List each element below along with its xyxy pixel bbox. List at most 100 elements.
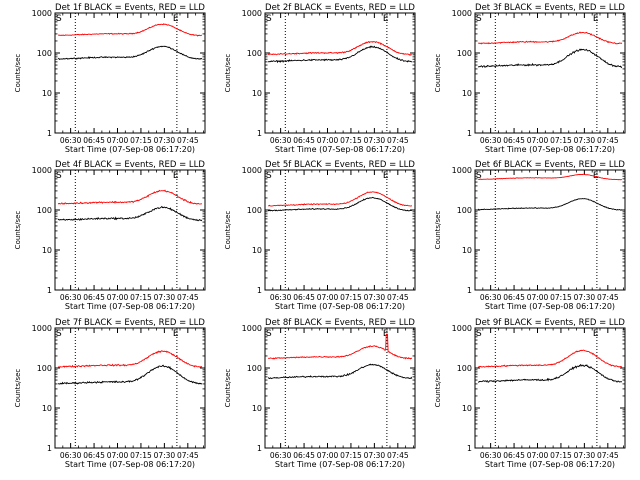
y-tick-label: 10 [42, 404, 52, 413]
panel-det-4: Det 4f BLACK = Events, RED = LLD 1 10 100 10… [14, 160, 206, 311]
x-tick-label: 07:00 [107, 451, 129, 460]
panel-title: Det 3f BLACK = Events, RED = LLD [475, 3, 625, 13]
x-tick-label: 06:45 [293, 136, 315, 145]
y-axis-label: Counts/sec [224, 369, 232, 408]
y-axis-label: Counts/sec [434, 369, 442, 408]
x-axis-title: Start Time (07-Sep-08 06:17:20) [485, 145, 615, 154]
series-lld-line [57, 23, 203, 37]
marker-s-label: S [266, 14, 272, 24]
panel-title: Det 1f BLACK = Events, RED = LLD [55, 3, 205, 13]
x-tick-label: 07:45 [387, 293, 409, 302]
marker-s-label: S [266, 171, 272, 181]
series-events-line [57, 364, 203, 385]
x-tick-label: 07:00 [107, 136, 129, 145]
x-axis-title: Start Time (07-Sep-08 06:17:20) [485, 460, 615, 469]
panel-det-5: Det 5f BLACK = Events, RED = LLD 1 10 100 10… [224, 160, 416, 311]
plot-frame [54, 327, 206, 449]
x-tick-label: 07:30 [154, 293, 176, 302]
x-tick-label: 07:15 [340, 136, 362, 145]
y-tick-label: 1 [47, 286, 52, 295]
panel-det-9: Det 9f BLACK = Events, RED = LLD 1 10 100 10… [434, 318, 626, 469]
y-axis-label: Counts/sec [224, 54, 232, 93]
y-tick-label: 1000 [452, 9, 472, 18]
x-tick-label: 07:45 [597, 293, 619, 302]
x-tick-label: 06:30 [60, 293, 82, 302]
marker-e-label: E [173, 14, 179, 24]
y-axis-label: Counts/sec [14, 369, 22, 408]
panel-title: Det 9f BLACK = Events, RED = LLD [475, 318, 625, 328]
x-tick-label: 07:45 [597, 136, 619, 145]
series-lld-line [267, 40, 412, 56]
plot-frame [474, 327, 626, 449]
x-tick-label: 07:15 [550, 136, 572, 145]
y-axis-label: Counts/sec [434, 211, 442, 250]
y-tick-label: 1 [257, 444, 262, 453]
x-tick-label: 07:45 [177, 136, 199, 145]
panel-det-2: Det 2f BLACK = Events, RED = LLD 1 10 100 10… [224, 3, 416, 154]
series-lld-line [267, 191, 413, 207]
y-tick-label: 10 [252, 89, 262, 98]
series-events-line [267, 363, 413, 380]
y-tick-label: 1 [257, 286, 262, 295]
plot-frame [264, 169, 416, 291]
x-tick-label: 07:00 [317, 451, 339, 460]
x-axis-title: Start Time (07-Sep-08 06:17:20) [65, 145, 195, 154]
x-tick-label: 07:30 [364, 451, 386, 460]
marker-e-label: E [593, 171, 599, 181]
marker-e-label: E [173, 171, 179, 181]
x-tick-label: 07:00 [527, 136, 549, 145]
marker-e-label: E [383, 14, 389, 24]
panel-det-8: Det 8f BLACK = Events, RED = LLD 1 10 100 10… [224, 318, 416, 469]
y-tick-label: 1000 [452, 166, 472, 175]
y-tick-label: 1 [467, 286, 472, 295]
y-tick-label: 100 [457, 206, 472, 215]
x-axis-title: Start Time (07-Sep-08 06:17:20) [485, 302, 615, 311]
x-tick-label: 07:45 [177, 293, 199, 302]
marker-e-label: E [173, 329, 179, 339]
x-tick-label: 06:45 [83, 136, 105, 145]
y-tick-label: 100 [37, 49, 52, 58]
x-axis-title: Start Time (07-Sep-08 06:17:20) [275, 302, 405, 311]
y-axis-label: Counts/sec [434, 54, 442, 93]
y-tick-label: 1000 [32, 9, 52, 18]
x-tick-label: 07:15 [550, 293, 572, 302]
y-tick-label: 1 [467, 444, 472, 453]
x-tick-label: 07:45 [387, 451, 409, 460]
plot-frame [264, 327, 416, 449]
panel-det-6: Det 6f BLACK = Events, RED = LLD 1 10 100 10… [434, 160, 626, 311]
y-tick-label: 10 [462, 246, 472, 255]
marker-e-label: E [593, 14, 599, 24]
plot-frame [54, 169, 206, 291]
marker-s-label: S [476, 171, 482, 181]
x-tick-label: 07:15 [130, 451, 152, 460]
x-tick-label: 07:45 [597, 451, 619, 460]
series-lld-line [477, 349, 623, 368]
panel-title: Det 7f BLACK = Events, RED = LLD [55, 318, 205, 328]
y-tick-label: 1 [47, 444, 52, 453]
y-tick-label: 100 [37, 364, 52, 373]
x-tick-label: 07:45 [177, 451, 199, 460]
series-events-line [58, 45, 203, 61]
panel-title: Det 2f BLACK = Events, RED = LLD [265, 3, 415, 13]
y-tick-label: 1000 [32, 324, 52, 333]
series-events-line [267, 196, 413, 212]
marker-e-label: E [383, 171, 389, 181]
series-lld-line [57, 189, 203, 205]
x-tick-label: 06:30 [480, 136, 502, 145]
x-tick-label: 07:15 [340, 293, 362, 302]
marker-s-label: S [476, 14, 482, 24]
y-tick-label: 100 [247, 364, 262, 373]
marker-s-label: S [56, 14, 62, 24]
x-tick-label: 07:30 [154, 136, 176, 145]
x-tick-label: 06:45 [503, 136, 525, 145]
series-events-line [267, 45, 413, 64]
series-lld-line [268, 333, 413, 360]
y-tick-label: 100 [457, 49, 472, 58]
series-lld-line [477, 173, 622, 181]
y-tick-label: 10 [462, 404, 472, 413]
x-tick-label: 07:30 [364, 136, 386, 145]
x-tick-label: 07:15 [340, 451, 362, 460]
y-tick-label: 10 [42, 246, 52, 255]
